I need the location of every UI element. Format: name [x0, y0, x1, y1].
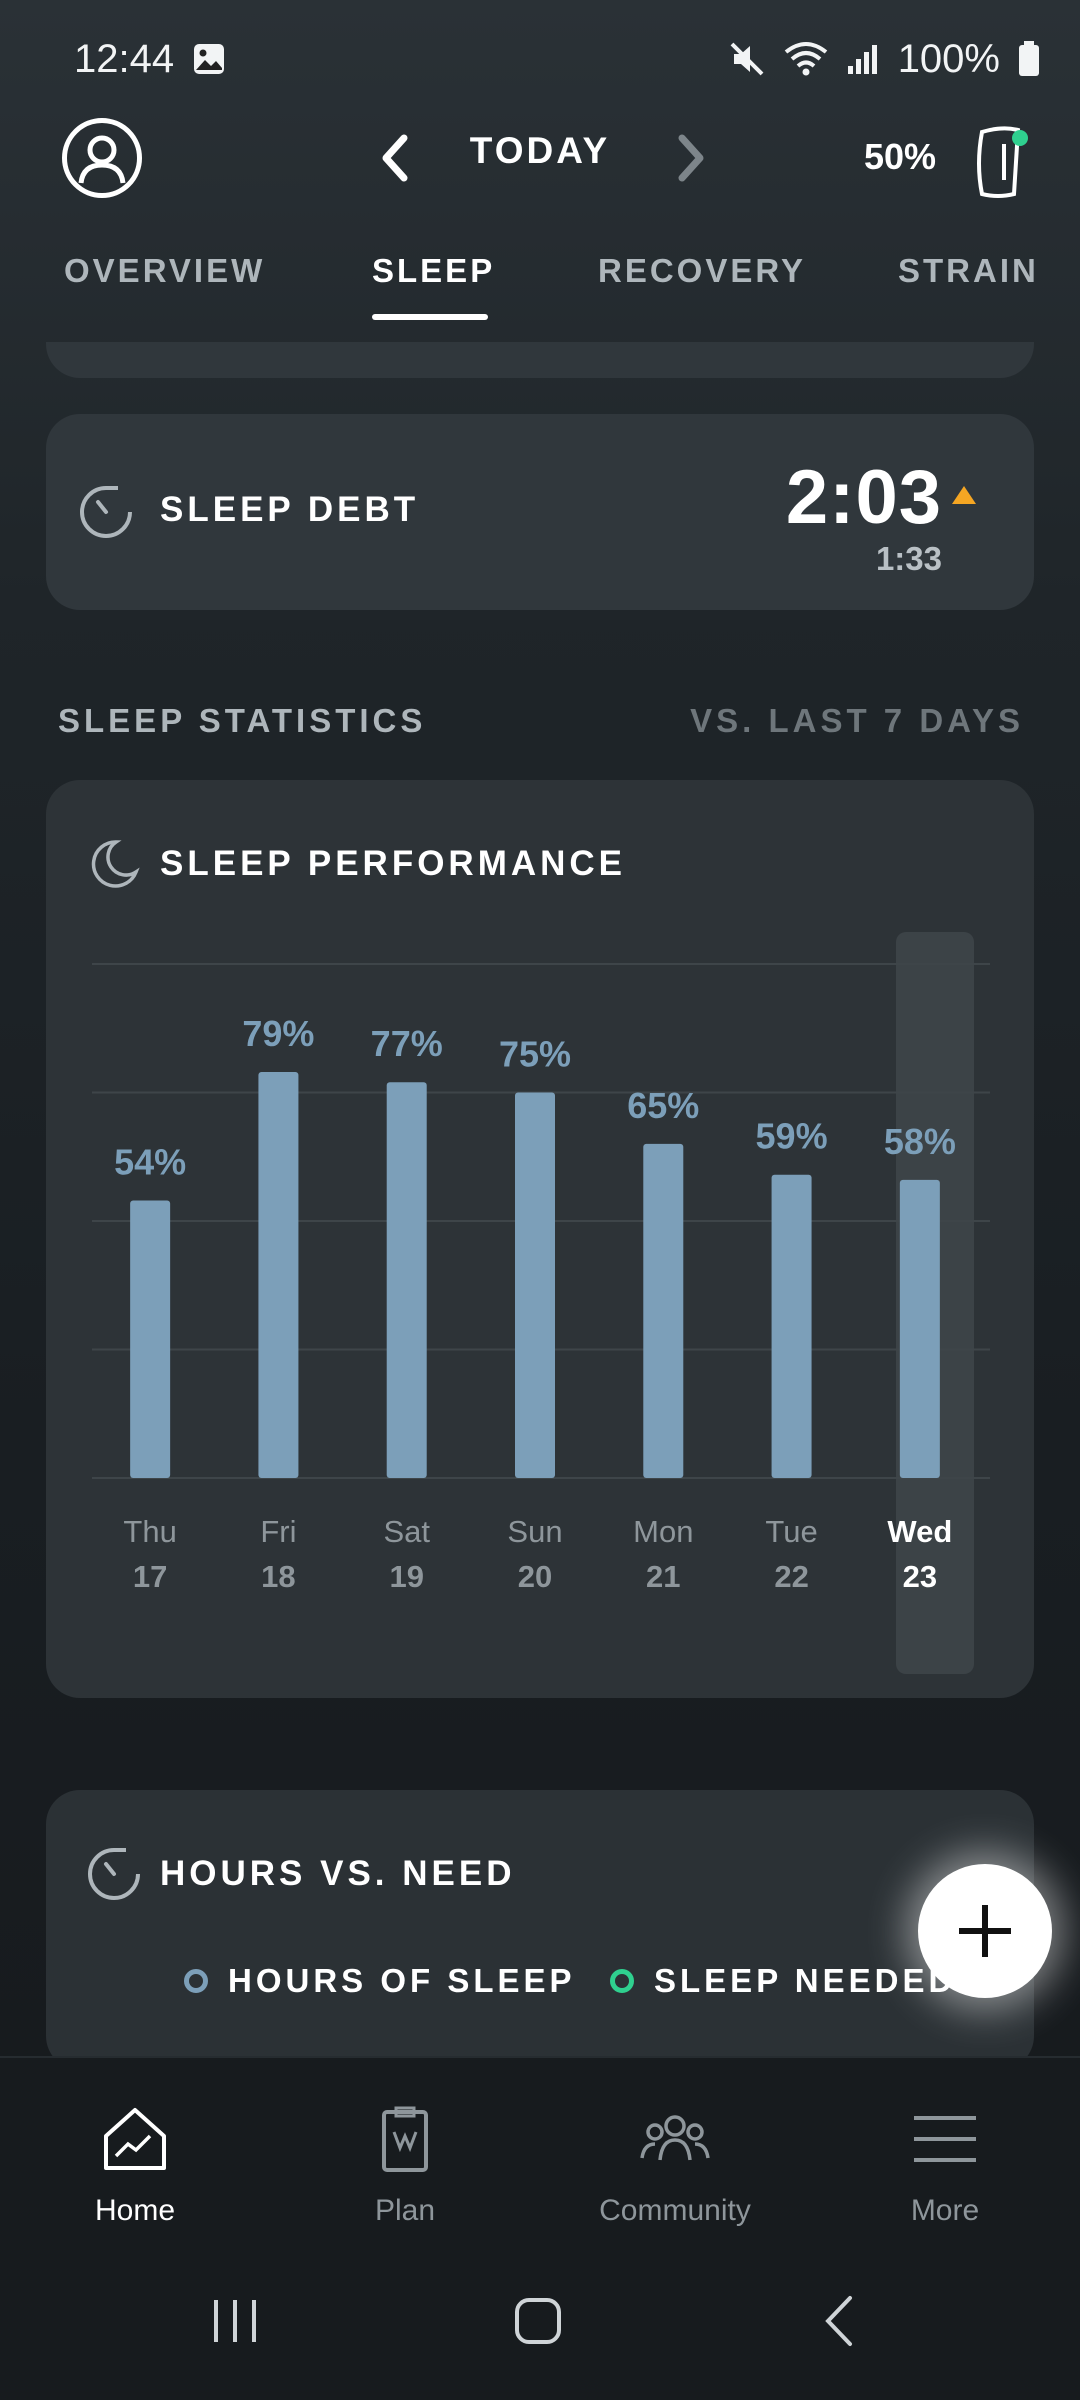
- legend-hours-of-sleep: HOURS OF SLEEP: [184, 1962, 576, 2000]
- sleep-performance-chart: 54% Thu 17 79% Fri 18 77% Sat 19 75% Sun 20 65% Mon 21…: [92, 963, 990, 1594]
- current-day-label[interactable]: TODAY: [469, 130, 611, 171]
- tab-strain[interactable]: STRAIN: [898, 252, 1039, 289]
- nav-community-label: Community: [599, 2194, 751, 2227]
- bar-value-label: 54%: [114, 1141, 186, 1182]
- x-tick-day-number: 21: [646, 1559, 680, 1594]
- back-icon[interactable]: [806, 2286, 876, 2356]
- legend-dot-needed: [610, 1969, 634, 1993]
- hours-vs-need-card[interactable]: [46, 1790, 1034, 2070]
- x-tick-day-name: Fri: [260, 1514, 296, 1549]
- nav-community[interactable]: Community: [540, 2058, 810, 2248]
- x-tick-day-name: Thu: [123, 1514, 176, 1549]
- menu-icon: [914, 2116, 976, 2162]
- x-tick-day-number: 22: [774, 1559, 808, 1594]
- sleep-debt-clock-icon: [80, 486, 132, 538]
- x-tick-day-number: 19: [389, 1559, 423, 1594]
- nav-plan[interactable]: Plan: [270, 2058, 540, 2248]
- add-activity-button[interactable]: [918, 1864, 1052, 1998]
- nav-plan-label: Plan: [374, 2194, 436, 2227]
- sleep-debt-title: SLEEP DEBT: [160, 490, 420, 529]
- x-tick-day-number: 23: [903, 1559, 937, 1594]
- x-tick-day-name: Sat: [383, 1514, 430, 1549]
- compare-period-label[interactable]: VS. LAST 7 DAYS: [690, 702, 1024, 739]
- battery-percent: 100%: [897, 36, 1000, 81]
- mute-icon: [730, 42, 764, 76]
- hours-clock-icon: [88, 1848, 140, 1900]
- sleep-debt-previous-value: 1:33: [875, 540, 942, 577]
- recent-apps-icon[interactable]: [200, 2286, 270, 2356]
- battery-icon: [1019, 41, 1039, 76]
- bar-value-label: 75%: [499, 1034, 571, 1075]
- x-tick-day-number: 18: [261, 1559, 295, 1594]
- x-tick-day-number: 17: [133, 1559, 167, 1594]
- nav-more[interactable]: More: [810, 2058, 1080, 2248]
- nav-home[interactable]: Home: [0, 2058, 270, 2248]
- home-button-icon[interactable]: [503, 2286, 573, 2356]
- x-tick-day-number: 20: [518, 1559, 552, 1594]
- bar-value-label: 65%: [627, 1085, 699, 1126]
- status-bar: 12:44 100%: [0, 0, 1080, 118]
- community-icon: [640, 2115, 710, 2161]
- legend-sleep-needed: SLEEP NEEDED: [610, 1962, 956, 2000]
- previous-day-chevron-icon[interactable]: [374, 132, 414, 184]
- legend-dot-hours: [184, 1969, 208, 1993]
- bar-value-label: 79%: [242, 1013, 314, 1054]
- x-tick-day-name: Mon: [633, 1514, 693, 1549]
- moon-icon: [91, 840, 140, 888]
- bar-thu[interactable]: [130, 1200, 171, 1478]
- bottom-navigation: Home Plan Community More: [0, 2056, 1080, 2246]
- strap-battery-percent[interactable]: 50%: [864, 136, 937, 177]
- user-icon: [78, 135, 126, 184]
- hours-vs-need-title: HOURS VS. NEED: [160, 1854, 516, 1893]
- x-tick-day-name: Tue: [765, 1514, 817, 1549]
- signal-icon: [847, 45, 877, 74]
- bar-fri[interactable]: [258, 1071, 299, 1478]
- strap-device-icon[interactable]: [968, 124, 1034, 200]
- header: TODAY 50%: [0, 118, 1080, 314]
- status-time: 12:44: [74, 36, 175, 81]
- bar-value-label: 59%: [756, 1116, 828, 1157]
- tab-bar: OVERVIEW SLEEP RECOVERY STRAIN: [0, 252, 1080, 322]
- tab-recovery[interactable]: RECOVERY: [598, 252, 806, 289]
- profile-avatar[interactable]: [62, 118, 142, 198]
- home-icon: [104, 2108, 166, 2170]
- gallery-notification-icon: [194, 44, 225, 74]
- tab-overview[interactable]: OVERVIEW: [64, 252, 266, 289]
- bar-wed[interactable]: [899, 1179, 940, 1478]
- legend-needed-label: SLEEP NEEDED: [654, 1962, 957, 1999]
- active-tab-indicator: [372, 314, 488, 320]
- next-day-chevron-icon[interactable]: [672, 132, 712, 184]
- previous-card-edge: [46, 342, 1034, 378]
- x-tick-day-name: Wed: [887, 1514, 952, 1549]
- sleep-debt-value: 2:03: [785, 455, 942, 540]
- nav-home-label: Home: [94, 2194, 176, 2227]
- nav-more-label: More: [910, 2194, 980, 2227]
- bar-value-label: 58%: [884, 1121, 956, 1162]
- wifi-icon: [784, 42, 827, 76]
- trend-up-arrow-icon: [952, 486, 976, 504]
- system-navigation-bar: [0, 2246, 1080, 2400]
- bar-value-label: 77%: [371, 1023, 443, 1064]
- bar-tue[interactable]: [771, 1174, 812, 1478]
- legend-hours-label: HOURS OF SLEEP: [228, 1962, 576, 1999]
- sleep-performance-title: SLEEP PERFORMANCE: [160, 844, 627, 883]
- sleep-debt-card[interactable]: SLEEP DEBT 2:03 1:33: [46, 414, 1034, 610]
- bar-mon[interactable]: [643, 1143, 684, 1478]
- bar-sat[interactable]: [386, 1082, 427, 1478]
- plan-clipboard-icon: [382, 2106, 428, 2172]
- x-tick-day-name: Sun: [507, 1514, 562, 1549]
- tab-sleep[interactable]: SLEEP: [372, 252, 496, 289]
- bar-sun[interactable]: [515, 1092, 555, 1479]
- sleep-statistics-label: SLEEP STATISTICS: [58, 702, 427, 739]
